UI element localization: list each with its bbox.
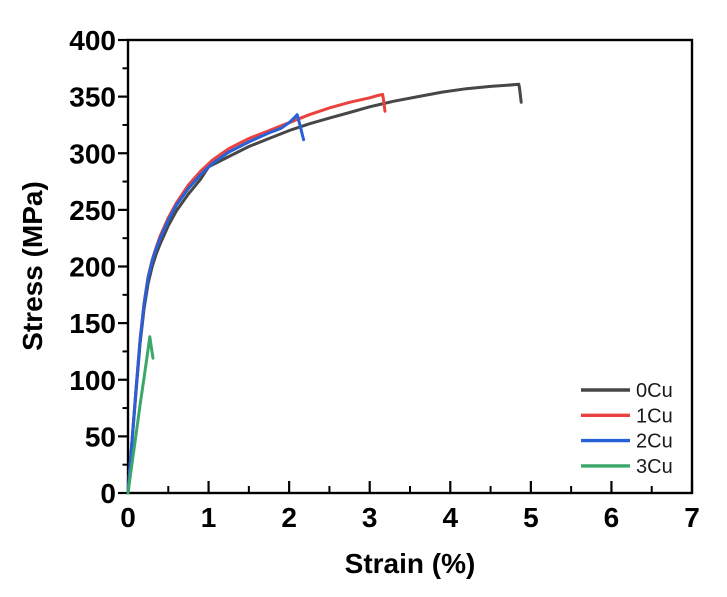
y-tick-label: 300 (69, 138, 116, 169)
legend-label-0Cu: 0Cu (636, 380, 673, 402)
x-tick-label: 2 (281, 502, 297, 533)
y-tick-label: 400 (69, 25, 116, 56)
plot-layer: 0 1 2 3 4 5 6 7 0 50 100 150 200 250 300 350 400 0Cu 1Cu 2C… (69, 25, 700, 533)
x-tick-label: 4 (442, 502, 458, 533)
y-tick-label: 100 (69, 365, 116, 396)
y-tick-label: 350 (69, 82, 116, 113)
y-tick-label: 150 (69, 308, 116, 339)
series-line-3Cu (126, 335, 155, 495)
y-axis-title: Stress (MPa) (17, 181, 48, 351)
x-tick-label: 7 (684, 502, 700, 533)
x-tick-label: 3 (362, 502, 378, 533)
y-tick-label: 250 (69, 195, 116, 226)
series-line-1Cu (126, 92, 387, 495)
legend-label-2Cu: 2Cu (636, 431, 673, 453)
x-tick-label: 1 (201, 502, 217, 533)
y-tick-label: 0 (100, 478, 116, 509)
y-tick-label: 200 (69, 252, 116, 283)
y-tick-label: 50 (85, 421, 116, 452)
series-line-0Cu (126, 82, 523, 495)
x-tick-label: 6 (604, 502, 620, 533)
x-tick-label: 5 (523, 502, 539, 533)
x-axis-title: Strain (%) (345, 548, 476, 579)
series-line-2Cu (126, 113, 306, 495)
plot-border (126, 38, 694, 495)
legend-label-3Cu: 3Cu (636, 456, 673, 478)
x-tick-label: 0 (120, 502, 136, 533)
legend-label-1Cu: 1Cu (636, 405, 673, 427)
